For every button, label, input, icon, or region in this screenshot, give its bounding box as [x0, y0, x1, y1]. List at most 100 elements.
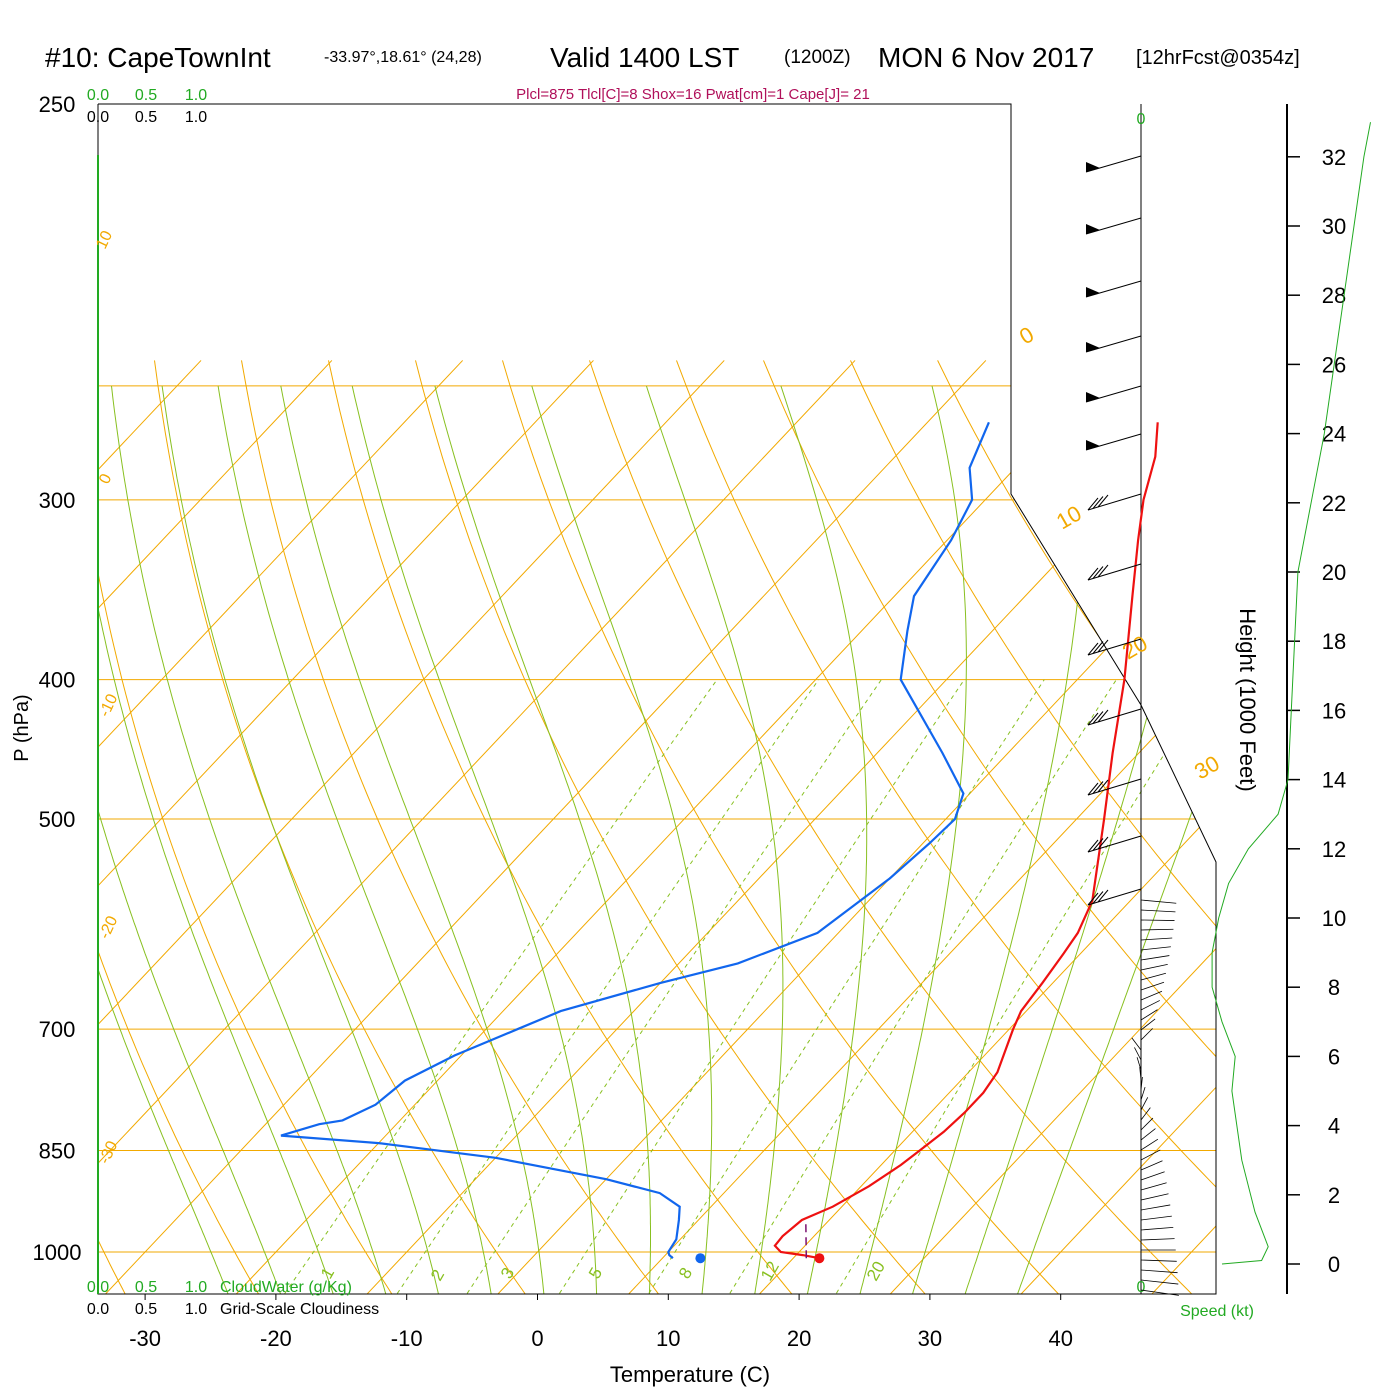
- sounding-profiles: [280, 421, 1159, 1264]
- wind-barb-feather: [1087, 782, 1099, 796]
- dry-adiabat-line: [415, 360, 931, 1294]
- wind-speed-curve: [1211, 122, 1371, 1265]
- surface-dewpoint-marker: [695, 1253, 706, 1264]
- cloudwater-label: CloudWater (g/Kg): [220, 1279, 352, 1296]
- parcel-path: [805, 1219, 808, 1259]
- moist-adiabat-line: [910, 385, 1087, 1294]
- isotherm-line: [99, 360, 987, 1294]
- mixing-ratio-line: [725, 679, 1117, 1294]
- wind-barb: [1140, 1160, 1163, 1171]
- moist-adiabat-line: [1014, 385, 1216, 1294]
- isotherm-line: [98, 360, 856, 1294]
- wind-barb: [1140, 1097, 1149, 1111]
- wind-barb-feather: [1087, 567, 1099, 581]
- station-title: #10: CapeTownInt: [45, 42, 271, 73]
- background-grid: [98, 360, 1216, 1294]
- dry-adiabat-line: [763, 360, 1216, 1294]
- cloudiness-bottom-tick: 1.0: [185, 1301, 207, 1318]
- cloudiness-bottom-tick: 0.0: [87, 1301, 109, 1318]
- wind-barb-feather: [1092, 891, 1104, 904]
- wind-barb: [1140, 972, 1167, 981]
- wind-barb: [1140, 1171, 1165, 1181]
- wind-barb: [1140, 1182, 1167, 1191]
- dewpoint-profile: [280, 421, 990, 1260]
- wind-barb: [1134, 1047, 1142, 1061]
- wind-barb: [1140, 928, 1174, 931]
- cloudwater-bottom-tick: 0.0: [87, 1279, 109, 1296]
- moist-adiabat-line: [434, 385, 651, 1294]
- moist-adiabat-line: [217, 385, 493, 1294]
- cloudwater-bottom-tick: 1.0: [185, 1279, 207, 1296]
- y-axis-title: P (hPa): [11, 694, 33, 761]
- forecast-info: [12hrFcst@0354z]: [1136, 47, 1300, 69]
- height-tick-label: 22: [1322, 491, 1346, 516]
- temperature-tick-label: 40: [1048, 1326, 1072, 1351]
- wind-barb: [1140, 919, 1175, 921]
- height-tick-label: 14: [1322, 768, 1346, 793]
- isotherm-line: [98, 360, 464, 1294]
- pressure-tick-label: 1000: [33, 1240, 82, 1265]
- wind-barb-feather: [1087, 642, 1099, 656]
- temperature-tick-label: 20: [787, 1326, 811, 1351]
- temperature-tick-label: 10: [656, 1326, 680, 1351]
- height-tick-label: 28: [1322, 283, 1346, 308]
- pressure-tick-label: 400: [39, 668, 76, 693]
- moist-adiabat-line: [98, 385, 284, 1294]
- wind-barb: [1140, 955, 1170, 961]
- speed-axis-title: Speed (kt): [1180, 1303, 1254, 1320]
- wind-barb: [1140, 1009, 1158, 1021]
- mixing-ratio-line: [392, 679, 820, 1294]
- mixing-ratio-line: [462, 679, 882, 1294]
- wind-barb-feather: [1097, 564, 1109, 578]
- wind-barb: [1140, 990, 1163, 1001]
- wind-barb: [1140, 1238, 1175, 1241]
- wind-barb: [1140, 1149, 1161, 1161]
- wind-barb: [1140, 946, 1171, 951]
- height-tick-label: 32: [1322, 145, 1346, 170]
- temperature-tick-label: -20: [260, 1326, 292, 1351]
- surface-temperature-marker: [814, 1253, 825, 1264]
- dry-adiabat-line: [676, 360, 1216, 1294]
- wind-barb: [1087, 563, 1142, 581]
- wind-barb-pennant: [1086, 287, 1100, 297]
- moist-adiabat-line: [857, 385, 967, 1294]
- isotherm-label: -20: [96, 913, 121, 941]
- pressure-tick-label: 850: [39, 1138, 76, 1163]
- wind-barb-pennant: [1086, 162, 1100, 172]
- wind-barb-pennant: [1086, 224, 1100, 234]
- dry-adiabat-line: [98, 360, 263, 1294]
- wind-barb-feather: [1097, 836, 1109, 850]
- temperature-tick-label: 0: [531, 1326, 543, 1351]
- zulu-time: (1200Z): [784, 47, 851, 68]
- moist-adiabat-line: [98, 385, 232, 1294]
- wind-barb: [1140, 981, 1165, 991]
- moist-adiabat-line: [645, 385, 784, 1294]
- height-tick-label: 10: [1322, 906, 1346, 931]
- moist-adiabat-line: [280, 385, 545, 1294]
- mixing-ratio-line: [831, 679, 1212, 1294]
- cloudiness-top-tick: 1.0: [185, 109, 207, 126]
- isotherm-label: 0: [1015, 322, 1038, 350]
- valid-time: Valid 1400 LST: [550, 42, 739, 73]
- wind-barb: [1140, 1117, 1154, 1131]
- cloudwater-top-tick: 0.0: [87, 87, 109, 104]
- mixing-ratio-line: [279, 679, 718, 1294]
- dry-adiabat-line: [850, 360, 1216, 1294]
- isotherm-line: [884, 360, 1216, 1294]
- speed-bottom-tick: 0: [1137, 1279, 1146, 1296]
- wind-barb-feather: [1097, 709, 1109, 723]
- wind-barb: [1087, 638, 1142, 656]
- cloudiness-top-tick: 0.0: [87, 109, 109, 126]
- isotherm-line: [1014, 360, 1216, 1294]
- wind-barb: [1087, 708, 1142, 726]
- temperature-tick-label: -10: [391, 1326, 423, 1351]
- cloudwater-bottom-tick: 0.5: [135, 1279, 157, 1296]
- wind-barb: [1140, 1259, 1177, 1262]
- cloudiness-top-tick: 0.5: [135, 109, 157, 126]
- wind-barb-feather: [1087, 712, 1099, 726]
- temperature-tick-label: 30: [918, 1326, 942, 1351]
- isotherm-label: 10: [93, 228, 116, 251]
- mixing-ratio-label: 12: [757, 1258, 783, 1284]
